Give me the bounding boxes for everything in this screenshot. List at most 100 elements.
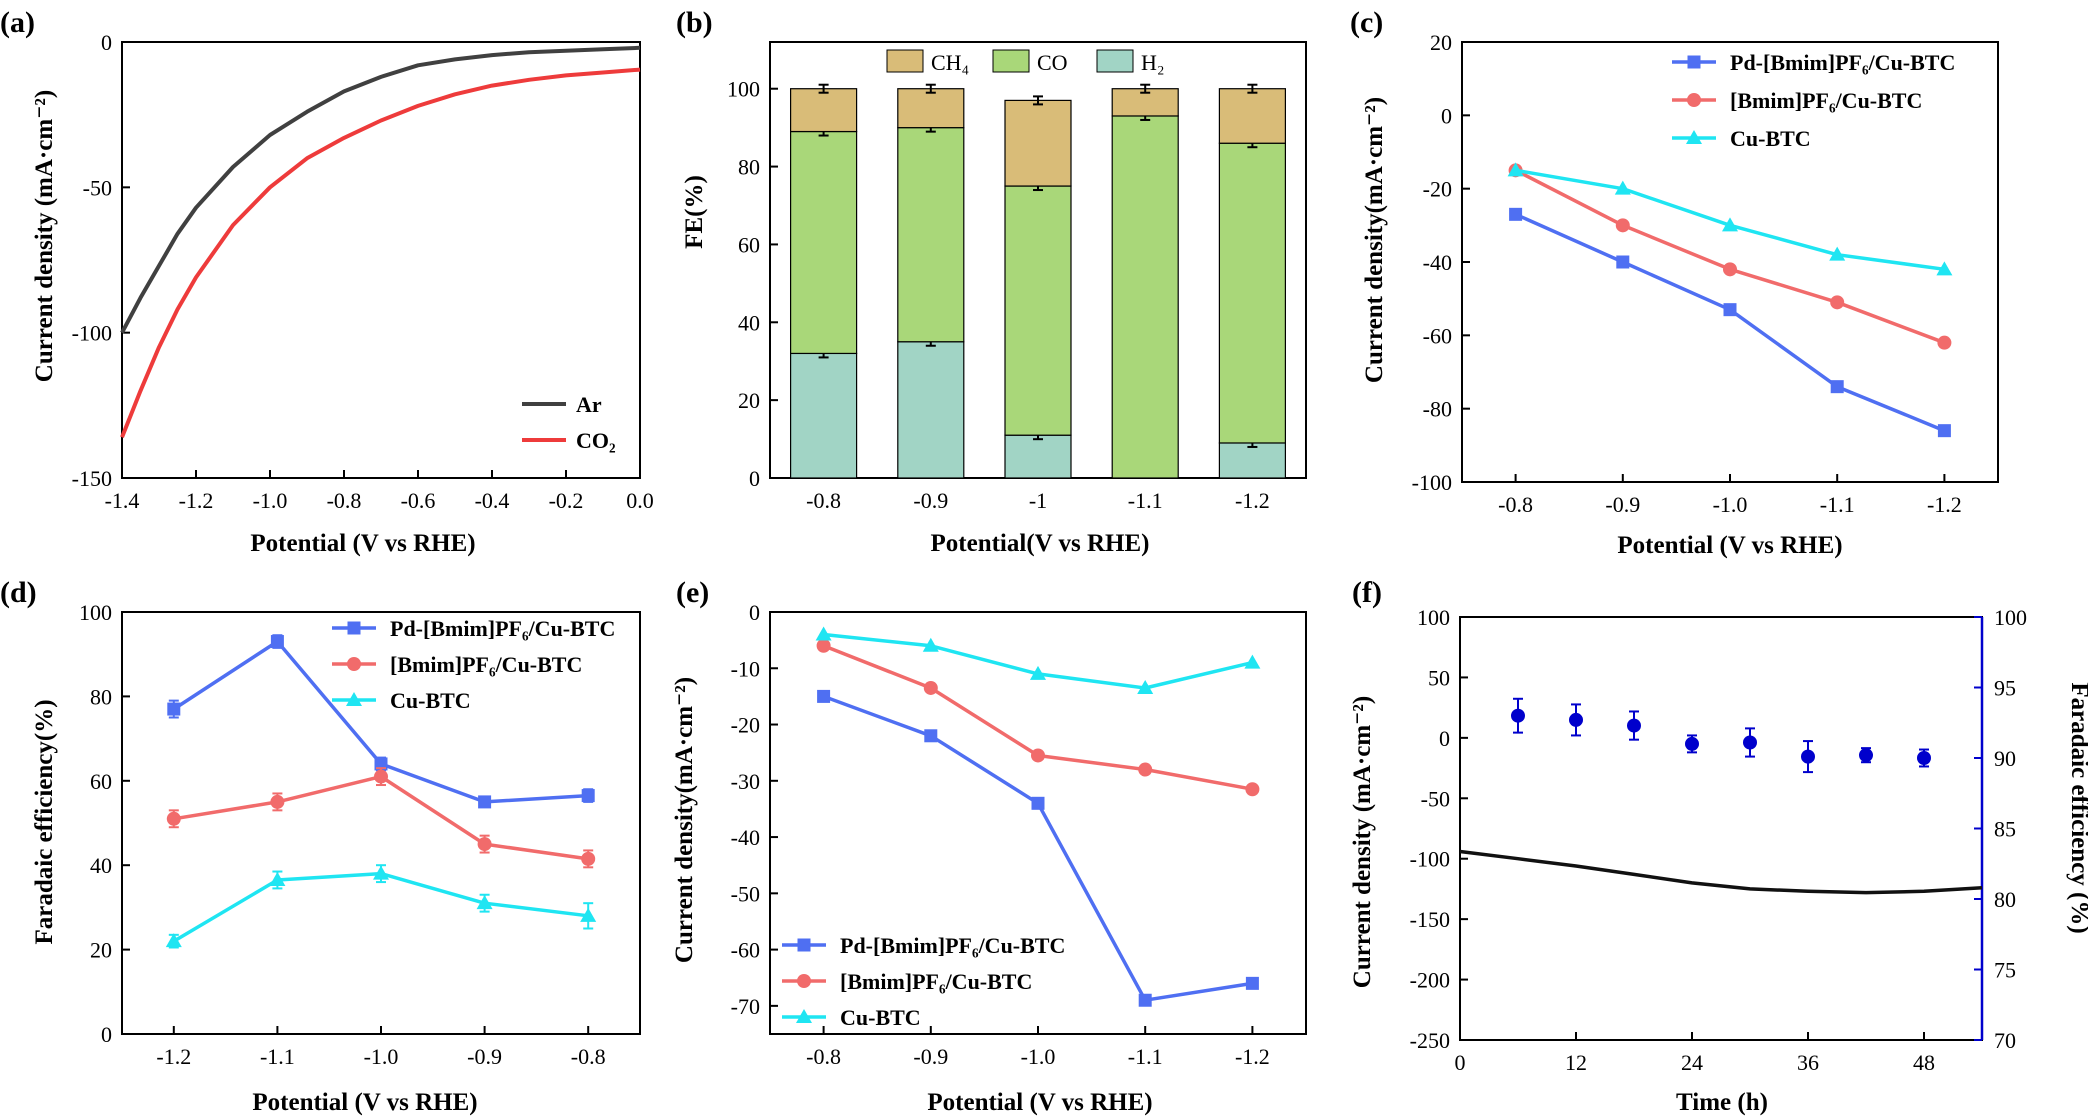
axis-title-y2-f: Faradaic efficiency (%) [2066, 682, 2088, 933]
marker-d-0-3 [478, 795, 492, 809]
axis-title-x-a: Potential (V vs RHE) [250, 530, 475, 557]
marker-e-2-2 [1030, 665, 1046, 680]
marker-d-0-1 [270, 635, 284, 649]
marker-e-1-4 [1245, 782, 1260, 797]
marker-e-2-0 [815, 626, 832, 641]
x-tick-label-e-1: -0.9 [913, 1044, 948, 1069]
x-tick-label-f-4: 48 [1913, 1050, 1935, 1075]
x-tick-label-b-1: -0.9 [913, 488, 948, 513]
x-tick-label-b-0: -0.8 [806, 488, 841, 513]
x-tick-label-c-3: -1.1 [1820, 492, 1855, 517]
legend-label-d-1: [Bmim]PF₆/Cu-BTC [390, 652, 582, 677]
x-tick-label-f-2: 24 [1681, 1050, 1703, 1075]
x-tick-label-a-4: -0.6 [401, 488, 436, 513]
marker-c-1-4 [1937, 335, 1952, 350]
marker-d-2-0 [165, 933, 182, 948]
y-tick-label-d-2: 40 [90, 853, 112, 878]
x-tick-label-b-3: -1.1 [1128, 488, 1163, 513]
y-tick-label-c-3: -40 [1423, 250, 1452, 275]
y-tick-label-c-5: -80 [1423, 397, 1452, 422]
legend-label-b-1: CO [1037, 50, 1068, 75]
plot-area-a: 0 -50 -100 -150-1.4 -1.2 -1.0 -0.8 -0.6 -0.4 -0.2… [72, 30, 654, 513]
x-tick-label-a-7: 0.0 [626, 488, 654, 513]
legend-marker-e-0 [797, 938, 811, 952]
bar-b-0-2 [1004, 434, 1072, 479]
x-tick-label-f-1: 12 [1565, 1050, 1587, 1075]
marker-d-0-4 [581, 789, 595, 803]
marker-d-1-2 [374, 769, 388, 784]
line-current-f [1459, 849, 1983, 895]
legend-marker-d-2 [346, 692, 362, 706]
y-tick-label-c-0: 20 [1430, 30, 1452, 55]
marker-e-0-3 [1138, 993, 1152, 1007]
plot-area-f: 100 50 0 -50 -100 -150 -200 -250 100 95 90 85 80 75 70… [1410, 605, 2027, 1075]
panel-label-e: (e) [676, 576, 709, 609]
y-tick-label-f-right-2: 90 [1994, 746, 2016, 771]
line-series-c-0 [1514, 212, 1946, 433]
y-tick-label-e-1: -10 [731, 656, 760, 681]
plot-area-b: 0 20 40 60 80 100 -0.8 -0.9 -1 -1.1 -1.2 CH₄ CO H₂ [727, 41, 1307, 513]
marker-fe-f-6 [1859, 748, 1873, 763]
y-tick-label-b-0: 0 [749, 466, 760, 491]
marker-fe-f-1 [1569, 712, 1583, 727]
marker-d-2-2 [373, 865, 389, 880]
y-tick-label-a-1: -50 [83, 175, 112, 200]
axis-title-x-b: Potential(V vs RHE) [931, 530, 1150, 557]
marker-d-1-3 [477, 837, 492, 852]
y-tick-label-c-1: 0 [1441, 103, 1452, 128]
legend-label-c-0: Pd-[Bmim]PF₆/Cu-BTC [1730, 50, 1955, 75]
marker-c-0-4 [1937, 424, 1951, 438]
y-tick-label-a-2: -100 [72, 321, 112, 346]
marker-fe-f-2 [1627, 718, 1641, 733]
axis-title-y-a: Current density (mA·cm⁻²) [31, 90, 58, 382]
marker-d-0-0 [167, 702, 181, 716]
marker-c-2-1 [1614, 180, 1631, 195]
y-tick-label-f-5: -150 [1410, 907, 1450, 932]
x-tick-label-b-4: -1.2 [1235, 488, 1270, 513]
legend-label-a-0: Ar [576, 392, 602, 417]
legend-marker-e-1 [797, 974, 811, 988]
legend-label-a-1: CO₂ [576, 428, 616, 453]
y-tick-label-c-6: -100 [1412, 470, 1452, 495]
marker-fe-f-4 [1743, 735, 1757, 750]
x-tick-label-d-2: -1.0 [364, 1044, 399, 1069]
y-tick-label-f-right-1: 95 [1994, 676, 2016, 701]
x-tick-label-e-2: -1.0 [1021, 1044, 1056, 1069]
axis-title-x-f: Time (h) [1676, 1089, 1768, 1116]
x-tick-label-a-2: -1.0 [253, 488, 288, 513]
legend-marker-d-0 [347, 621, 361, 635]
y-tick-label-d-0: 0 [101, 1022, 112, 1047]
axis-title-y-f: Current density (mA·cm⁻²) [1349, 696, 1376, 988]
axis-title-y-b: FE(%) [681, 175, 708, 249]
legend-label-d-0: Pd-[Bmim]PF₆/Cu-BTC [390, 616, 615, 641]
panel-b: (b) FE(%) Potential(V vs RHE) 0 20 40 60 80 1… [676, 6, 1307, 557]
marker-e-1-3 [1138, 762, 1153, 777]
marker-c-2-0 [1507, 162, 1524, 177]
y-tick-label-f-6: -200 [1410, 968, 1450, 993]
x-tick-label-d-3: -0.9 [467, 1044, 502, 1069]
marker-c-2-2 [1722, 217, 1738, 232]
bar-b-2-0 [789, 88, 858, 133]
y-tick-label-f-2: 0 [1439, 726, 1450, 751]
y-tick-label-f-4: -100 [1410, 847, 1450, 872]
y-tick-label-d-1: 20 [90, 938, 112, 963]
y-tick-label-f-1: 50 [1428, 665, 1450, 690]
y-tick-label-e-4: -40 [731, 825, 760, 850]
x-tick-label-d-4: -0.8 [571, 1044, 606, 1069]
bar-b-2-2 [1004, 99, 1072, 187]
x-tick-label-c-4: -1.2 [1927, 492, 1962, 517]
line-series-d-1 [173, 774, 589, 861]
x-tick-label-d-0: -1.2 [156, 1044, 191, 1069]
marker-d-1-0 [166, 811, 181, 826]
marker-e-0-0 [817, 689, 831, 703]
panel-f: (f) Current density (mA·cm⁻²) Faradaic e… [1349, 576, 2088, 1116]
marker-e-1-0 [816, 638, 831, 653]
panel-a: (a) Current density (mA·cm⁻²) Potential … [0, 6, 654, 557]
plot-frame-f [1459, 616, 1983, 1041]
marker-e-2-4 [1244, 654, 1261, 669]
x-tick-label-a-3: -0.8 [327, 488, 362, 513]
axis-title-y-c: Current density(mA·cm⁻²) [1361, 97, 1388, 383]
y-tick-label-c-2: -20 [1423, 177, 1452, 202]
y-tick-label-b-4: 80 [738, 155, 760, 180]
